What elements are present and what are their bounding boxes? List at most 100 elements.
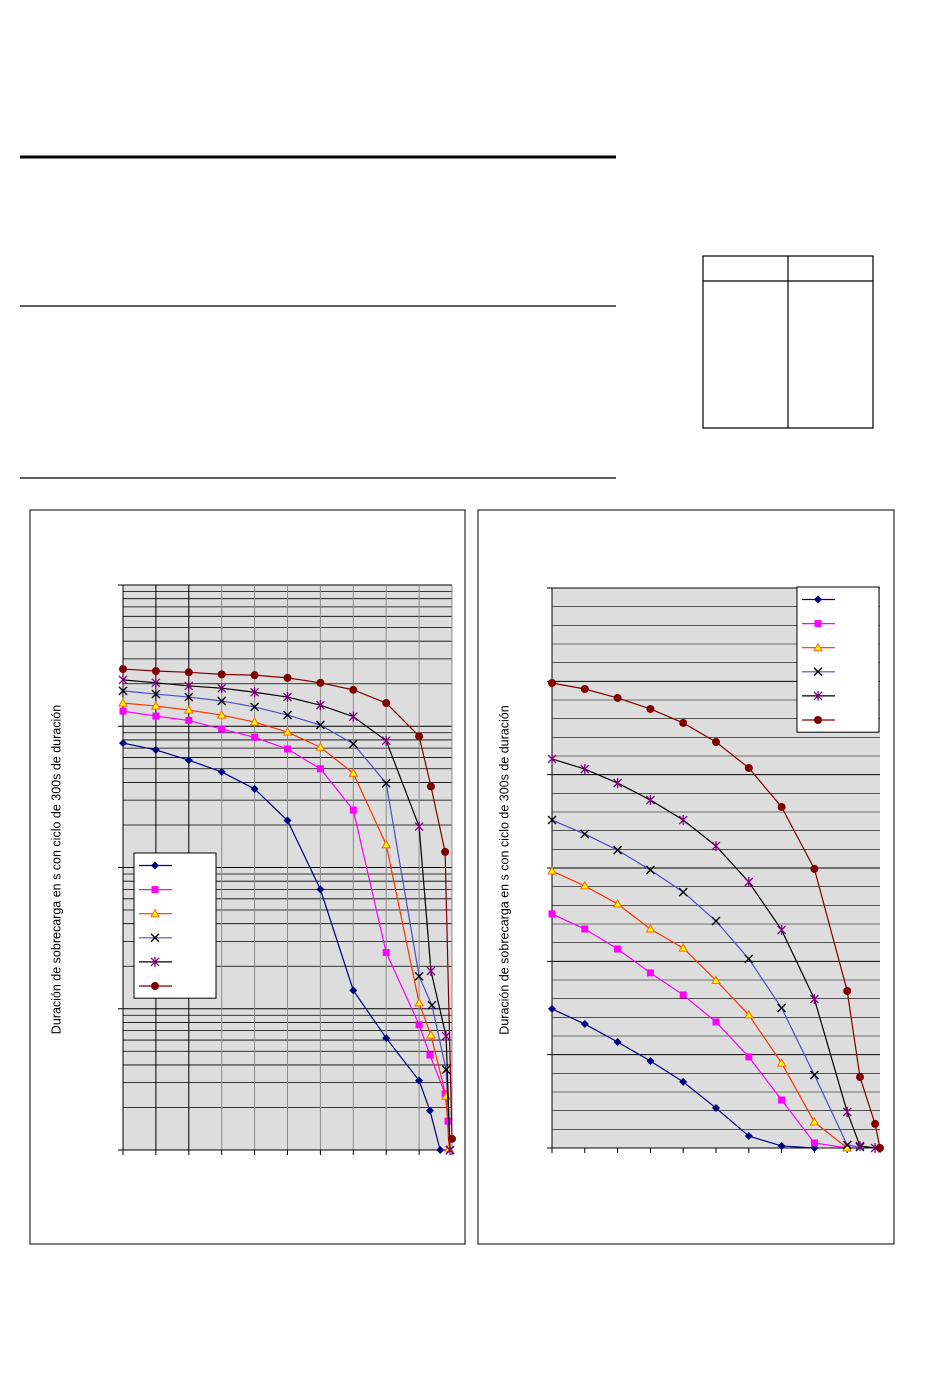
marker <box>348 739 358 749</box>
marker <box>283 816 292 825</box>
marker <box>184 756 193 765</box>
marker <box>349 806 357 814</box>
legend-marker <box>150 956 160 967</box>
series-line <box>551 870 848 1149</box>
marker <box>646 969 654 977</box>
marker <box>119 707 127 715</box>
marker <box>283 692 292 703</box>
marker <box>441 847 450 856</box>
marker <box>646 1057 655 1066</box>
marker <box>842 1140 852 1150</box>
marker <box>119 665 127 674</box>
marker <box>217 767 226 776</box>
marker <box>547 815 557 825</box>
marker <box>118 674 128 685</box>
marker <box>152 712 160 720</box>
marker <box>217 683 227 694</box>
marker <box>315 700 325 711</box>
marker <box>711 840 721 851</box>
marker <box>744 1132 753 1141</box>
marker <box>184 692 194 702</box>
marker <box>547 865 557 875</box>
marker <box>809 1070 819 1080</box>
legend-marker <box>151 982 159 990</box>
legend-marker <box>813 690 823 701</box>
marker <box>548 910 556 918</box>
series-line <box>551 758 876 1149</box>
marker <box>151 745 160 754</box>
legend-marker <box>813 642 823 652</box>
marker <box>777 802 786 811</box>
marker <box>426 782 435 791</box>
marker <box>778 1096 786 1104</box>
marker <box>348 768 359 777</box>
marker <box>382 1034 391 1043</box>
marker <box>777 924 787 935</box>
marker <box>414 821 424 832</box>
marker <box>580 1020 589 1029</box>
marker <box>426 1030 436 1039</box>
marker <box>283 710 292 720</box>
series-line <box>122 742 441 1151</box>
marker <box>743 1009 754 1019</box>
marker <box>645 865 655 875</box>
marker <box>843 987 852 996</box>
marker <box>414 971 424 981</box>
legend-marker <box>151 861 159 870</box>
marker <box>185 716 193 724</box>
empty-table <box>702 255 874 429</box>
marker <box>744 763 753 772</box>
marker <box>855 1073 864 1082</box>
marker <box>427 1000 437 1010</box>
legend-marker <box>814 716 822 724</box>
marker <box>645 924 656 933</box>
marker <box>777 1003 787 1013</box>
marker <box>348 711 358 722</box>
marker <box>876 1144 884 1152</box>
marker <box>613 693 622 702</box>
marker <box>441 1031 451 1042</box>
marker <box>678 815 688 826</box>
marker <box>580 764 590 775</box>
marker <box>614 945 622 953</box>
marker <box>679 991 687 999</box>
marker <box>426 966 436 977</box>
marker <box>249 717 260 726</box>
marker <box>119 739 127 748</box>
marker <box>842 1106 852 1117</box>
marker <box>613 1037 622 1046</box>
marker <box>382 949 390 957</box>
marker <box>580 829 590 839</box>
marker <box>711 975 721 984</box>
marker <box>810 864 819 873</box>
marker <box>580 684 589 693</box>
marker <box>809 1117 820 1126</box>
marker <box>445 1145 455 1155</box>
marker <box>646 704 655 713</box>
marker <box>250 702 260 712</box>
marker <box>678 887 688 897</box>
marker <box>217 696 227 706</box>
series-line <box>551 913 848 1149</box>
marker <box>809 994 819 1005</box>
legend-box <box>796 586 880 733</box>
legend-marker <box>814 620 822 628</box>
marker <box>871 1119 880 1128</box>
marker <box>613 845 623 855</box>
marker <box>712 1104 720 1113</box>
marker <box>282 727 293 736</box>
legend-marker <box>150 908 160 918</box>
marker <box>381 735 391 746</box>
legend-box <box>133 852 217 999</box>
y-axis-label: Duración de sobrecarga en s con ciclo de… <box>497 705 511 1034</box>
marker <box>315 720 325 730</box>
legend-marker <box>150 933 160 943</box>
marker <box>316 678 325 687</box>
marker <box>712 1018 720 1026</box>
marker <box>284 745 291 753</box>
marker <box>414 997 424 1007</box>
marker <box>184 668 193 677</box>
marker <box>777 1141 786 1150</box>
marker <box>151 689 161 699</box>
